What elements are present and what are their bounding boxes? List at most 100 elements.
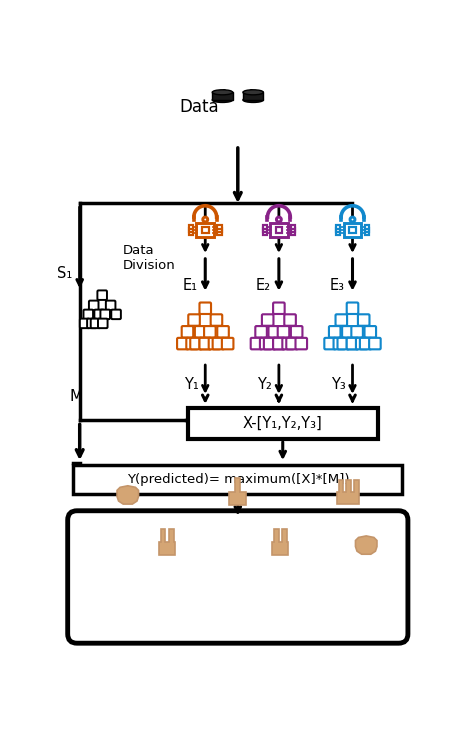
FancyBboxPatch shape	[263, 338, 275, 349]
Bar	[275, 226, 282, 233]
FancyBboxPatch shape	[106, 300, 115, 310]
FancyBboxPatch shape	[87, 319, 96, 328]
Bar	[212, 92, 232, 100]
Ellipse shape	[225, 70, 249, 75]
Text: Y₁: Y₁	[183, 377, 198, 392]
Bar	[201, 226, 208, 233]
FancyBboxPatch shape	[199, 303, 211, 314]
FancyBboxPatch shape	[290, 326, 302, 337]
FancyBboxPatch shape	[217, 326, 228, 337]
FancyBboxPatch shape	[188, 314, 200, 326]
FancyBboxPatch shape	[190, 338, 201, 349]
Text: E₁: E₁	[182, 278, 197, 294]
FancyBboxPatch shape	[359, 338, 371, 349]
FancyBboxPatch shape	[199, 338, 211, 349]
Text: Y(predicted)= maximum([X]*[M]): Y(predicted)= maximum([X]*[M])	[126, 473, 348, 485]
FancyBboxPatch shape	[268, 326, 280, 337]
Text: E₃: E₃	[329, 278, 344, 294]
Bar	[336, 231, 339, 235]
FancyBboxPatch shape	[341, 326, 353, 337]
FancyBboxPatch shape	[273, 303, 284, 314]
FancyBboxPatch shape	[335, 314, 346, 326]
Polygon shape	[355, 536, 376, 554]
FancyBboxPatch shape	[250, 338, 262, 349]
Text: S₁: S₁	[56, 266, 72, 281]
FancyBboxPatch shape	[324, 338, 335, 349]
FancyBboxPatch shape	[221, 338, 233, 349]
Bar	[336, 228, 339, 232]
FancyBboxPatch shape	[181, 326, 193, 337]
Polygon shape	[159, 529, 175, 555]
Bar	[262, 231, 266, 235]
Bar	[243, 92, 263, 100]
FancyBboxPatch shape	[355, 338, 367, 349]
FancyBboxPatch shape	[350, 326, 362, 337]
Bar	[188, 231, 193, 235]
Ellipse shape	[243, 90, 263, 95]
FancyBboxPatch shape	[273, 338, 284, 349]
Bar	[217, 228, 221, 232]
FancyBboxPatch shape	[83, 309, 93, 319]
Bar	[290, 228, 294, 232]
FancyBboxPatch shape	[295, 338, 307, 349]
FancyBboxPatch shape	[73, 465, 401, 494]
Bar	[336, 225, 339, 229]
FancyBboxPatch shape	[277, 326, 288, 337]
FancyBboxPatch shape	[208, 338, 220, 349]
Text: Data
Division: Data Division	[123, 244, 175, 272]
Bar	[290, 225, 294, 229]
FancyBboxPatch shape	[212, 338, 224, 349]
FancyBboxPatch shape	[89, 300, 98, 310]
FancyBboxPatch shape	[68, 511, 407, 643]
FancyBboxPatch shape	[346, 338, 357, 349]
Text: Y₃: Y₃	[331, 377, 345, 392]
Bar	[290, 231, 294, 235]
FancyBboxPatch shape	[196, 223, 214, 238]
Bar	[188, 228, 193, 232]
FancyBboxPatch shape	[194, 326, 206, 337]
FancyBboxPatch shape	[177, 338, 188, 349]
Bar	[188, 225, 193, 229]
Ellipse shape	[212, 90, 232, 95]
Polygon shape	[117, 485, 138, 504]
FancyBboxPatch shape	[273, 338, 284, 349]
Polygon shape	[229, 478, 246, 505]
Bar	[217, 225, 221, 229]
FancyBboxPatch shape	[282, 338, 293, 349]
Bar	[217, 231, 221, 235]
Circle shape	[276, 217, 281, 222]
Bar	[262, 228, 266, 232]
FancyBboxPatch shape	[357, 314, 369, 326]
FancyBboxPatch shape	[98, 319, 107, 328]
Text: Data: Data	[179, 98, 219, 115]
FancyBboxPatch shape	[369, 338, 380, 349]
Polygon shape	[336, 480, 358, 504]
FancyBboxPatch shape	[346, 303, 357, 314]
FancyBboxPatch shape	[91, 319, 100, 328]
Text: Y₂: Y₂	[257, 377, 272, 392]
FancyBboxPatch shape	[186, 338, 197, 349]
Ellipse shape	[212, 98, 232, 102]
FancyBboxPatch shape	[346, 338, 357, 349]
Text: X-[Y₁,Y₂,Y₃]: X-[Y₁,Y₂,Y₃]	[242, 416, 322, 431]
FancyBboxPatch shape	[261, 314, 273, 326]
Bar	[262, 225, 266, 229]
FancyBboxPatch shape	[286, 338, 297, 349]
FancyBboxPatch shape	[111, 309, 120, 319]
Bar	[364, 225, 368, 229]
Bar	[349, 226, 355, 233]
FancyBboxPatch shape	[210, 314, 222, 326]
Ellipse shape	[225, 78, 249, 84]
Ellipse shape	[243, 98, 263, 102]
FancyBboxPatch shape	[269, 223, 287, 238]
Text: E₂: E₂	[255, 278, 270, 294]
FancyBboxPatch shape	[333, 338, 344, 349]
Text: M: M	[69, 389, 82, 404]
Polygon shape	[272, 529, 288, 555]
FancyBboxPatch shape	[255, 326, 266, 337]
FancyBboxPatch shape	[328, 326, 340, 337]
FancyBboxPatch shape	[284, 314, 295, 326]
FancyBboxPatch shape	[259, 338, 271, 349]
FancyBboxPatch shape	[343, 223, 361, 238]
Bar	[364, 228, 368, 232]
